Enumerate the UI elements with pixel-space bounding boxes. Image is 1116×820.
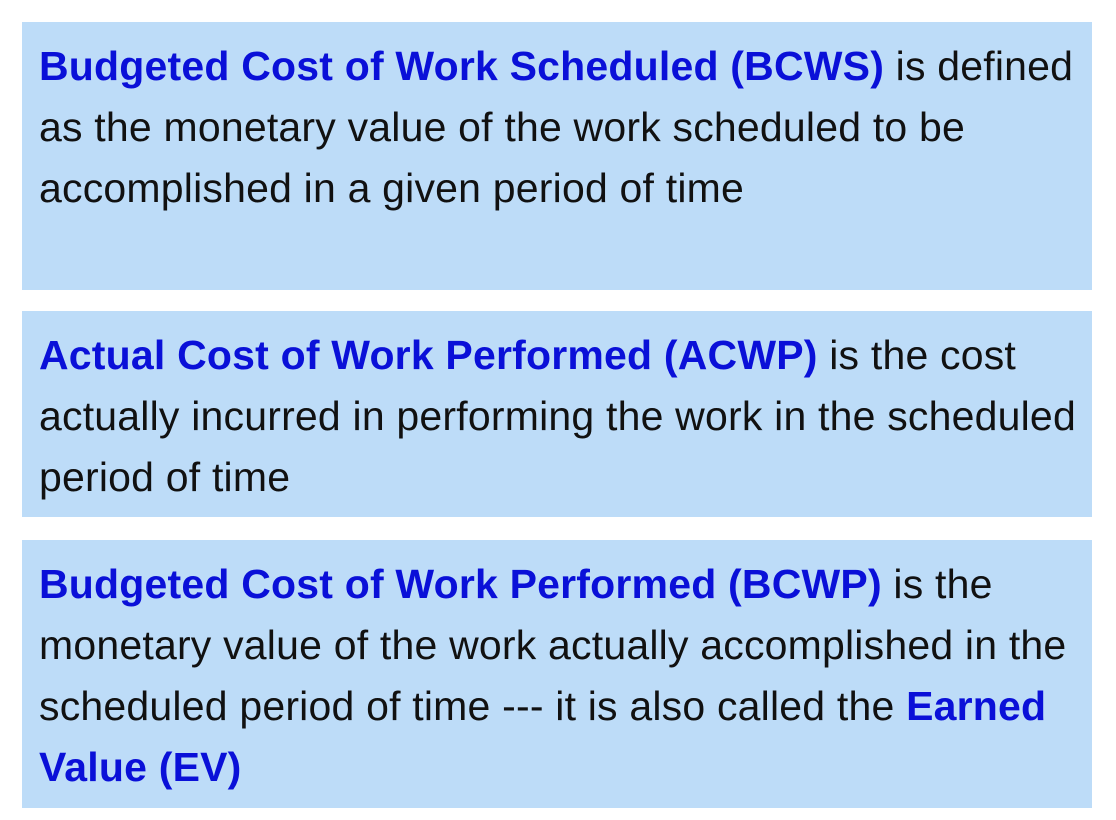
definition-text-bcwp: is the monetary value of the work actual…: [39, 561, 1067, 729]
term-acwp: Actual Cost of Work Performed (ACWP): [39, 332, 818, 378]
term-earned-value: Earned Value (EV): [39, 683, 1047, 790]
definition-text-acwp: is the cost actually incurred in perform…: [39, 332, 1076, 500]
definition-box-bcws: Budgeted Cost of Work Scheduled (BCWS) i…: [22, 22, 1092, 290]
definition-box-bcwp: Budgeted Cost of Work Performed (BCWP) i…: [22, 540, 1092, 808]
term-bcws: Budgeted Cost of Work Scheduled (BCWS): [39, 43, 885, 89]
definition-text-bcws: is defined as the monetary value of the …: [39, 43, 1074, 211]
definition-box-acwp: Actual Cost of Work Performed (ACWP) is …: [22, 311, 1092, 517]
term-bcwp: Budgeted Cost of Work Performed (BCWP): [39, 561, 882, 607]
